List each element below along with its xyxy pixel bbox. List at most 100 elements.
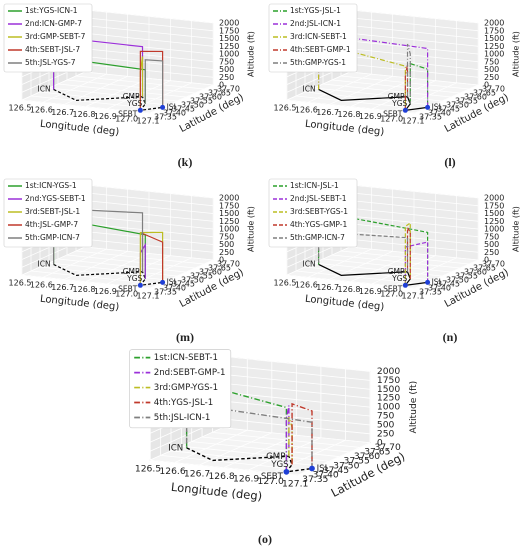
y-tick-label: 37.55 — [455, 97, 478, 106]
legend-label: 3rd:SEBT-JSL-1 — [25, 207, 80, 216]
grid-line — [349, 184, 479, 199]
legend-label: 2nd:SEBT-GMP-1 — [154, 368, 226, 378]
z-tick-label: 0 — [484, 256, 489, 265]
x-tick-label: 127.0 — [115, 289, 138, 298]
panel: 126.5126.6126.7126.8126.9127.0127.137.35… — [268, 178, 521, 313]
grid-line — [349, 238, 479, 253]
grid-line — [222, 418, 370, 435]
y-tick-label: 37.60 — [354, 451, 380, 462]
z-tick-label: 1000 — [484, 225, 504, 234]
place-label: YGS — [126, 274, 142, 283]
grid-line — [66, 254, 196, 269]
x-tick-label: 126.8 — [338, 110, 361, 119]
caption: (m) — [176, 330, 194, 344]
grid-line — [202, 436, 350, 453]
grid-line — [21, 274, 151, 289]
legend: 1st:ICN-SEBT-1 2nd:SEBT-GMP-1 3rd:GMP-YGS-… — [129, 349, 232, 429]
x-tick-label: 127.1 — [402, 117, 425, 126]
legend-label: 3rd:ICN-SEBT-1 — [290, 32, 347, 41]
x-tick-label: 126.9 — [233, 474, 259, 485]
z-tick-label: 250 — [377, 428, 395, 439]
place-marker — [283, 468, 290, 475]
grid-line — [199, 432, 272, 466]
grid-line — [85, 253, 150, 282]
grid-line — [331, 79, 461, 94]
y-tick-label: 37.45 — [323, 465, 349, 476]
y-tick-label: 37.60 — [199, 93, 222, 102]
grid-line — [64, 251, 128, 280]
grid-line — [181, 445, 329, 462]
grid-line — [128, 82, 192, 112]
z-tick-label: 1250 — [219, 217, 239, 226]
y-tick-label: 37.55 — [190, 97, 213, 106]
x-tick-label: 126.5 — [9, 279, 32, 288]
z-tick-label: 1750 — [377, 375, 401, 386]
flight-path — [291, 402, 313, 469]
z-tick-label: 250 — [219, 73, 234, 82]
flight-path — [317, 32, 429, 108]
grid-line — [349, 71, 479, 86]
y-tick-label: 37.65 — [473, 89, 496, 98]
legend-label: 4th:JSL-GMP-7 — [25, 220, 78, 229]
z-tick-label: 500 — [219, 240, 234, 249]
y-tick-label: 37.70 — [375, 442, 401, 453]
x-tick-label: 126.7 — [51, 108, 74, 117]
grid-line — [84, 192, 214, 207]
z-tick-label: 750 — [219, 232, 234, 241]
z-tick-label: 500 — [219, 65, 234, 74]
legend: 1st:ICN-JSL-1 2nd:JSL-SEBT-1 3rd:SEBT-YGS-… — [268, 178, 358, 248]
grid-line — [331, 254, 461, 269]
y-tick-label: 37.70 — [217, 260, 240, 269]
place-marker — [402, 282, 408, 288]
grid-line — [107, 255, 171, 284]
grid-line — [349, 40, 479, 55]
x-axis-label: Longitude (deg) — [39, 294, 119, 313]
place-label: JSL — [431, 277, 444, 286]
legend-label: 1st:YGS-ICN-1 — [25, 6, 78, 15]
grid-line — [222, 427, 370, 444]
z-axis-label: Altitude (ft) — [512, 31, 521, 77]
ground-track — [186, 447, 313, 473]
grid-line — [48, 87, 178, 102]
z-tick-label: 500 — [484, 65, 499, 74]
place-label: ICN — [168, 443, 183, 453]
flight-path — [288, 416, 293, 465]
z-tick-label: 1500 — [484, 209, 504, 218]
legend-box — [129, 349, 232, 429]
grid-line — [295, 270, 425, 285]
y-tick-label: 37.45 — [437, 105, 460, 114]
grid-line — [84, 71, 214, 86]
grid-line — [84, 246, 214, 261]
grid-line — [349, 207, 479, 222]
grid-line — [349, 32, 479, 47]
flight-path — [404, 64, 409, 111]
z-tick-label: 2000 — [484, 194, 504, 203]
place-label: JSL — [166, 277, 179, 286]
legend-label: 1st:ICN-JSL-1 — [290, 181, 339, 190]
caption: (k) — [178, 155, 193, 169]
flight-path — [406, 225, 411, 279]
z-tick-label: 1250 — [219, 42, 239, 51]
grid-line — [349, 215, 479, 230]
x-tick-label: 126.8 — [73, 110, 96, 119]
grid-line — [372, 80, 436, 109]
x-tick-label: 126.5 — [274, 279, 297, 288]
legend-label: 2nd:JSL-ICN-1 — [290, 19, 341, 28]
grid-line — [313, 87, 443, 102]
grid-line — [84, 48, 214, 63]
z-tick-label: 1500 — [377, 384, 401, 395]
grid-line — [322, 258, 452, 273]
grid-line — [222, 365, 370, 381]
ground-track — [318, 263, 428, 287]
y-tick-label: 37.45 — [437, 280, 460, 289]
z-tick-label: 250 — [484, 248, 499, 257]
y-tick-label: 37.40 — [312, 469, 338, 480]
grid-line — [286, 274, 416, 289]
place-marker — [309, 465, 315, 472]
legend-box — [268, 3, 358, 73]
grid-line — [150, 459, 298, 476]
grid-line — [66, 79, 196, 94]
grid-line — [84, 9, 214, 24]
flight-path — [406, 43, 411, 104]
